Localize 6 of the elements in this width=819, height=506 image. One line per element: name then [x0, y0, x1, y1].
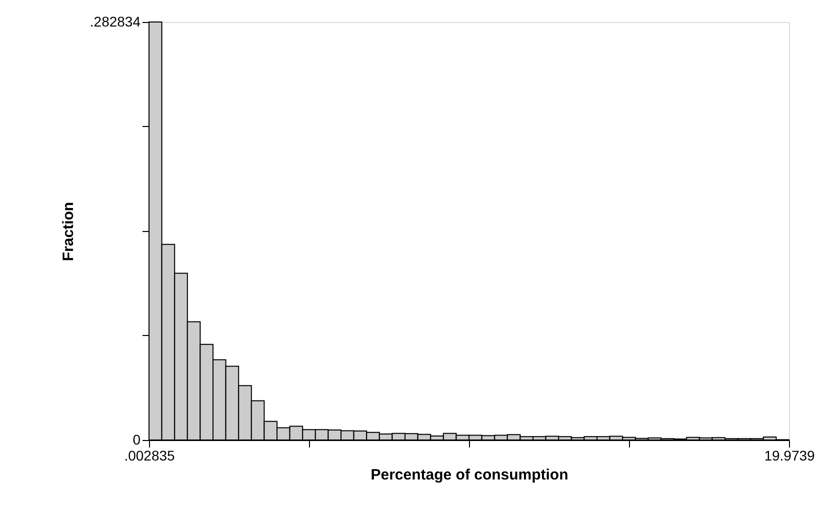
y-axis-title: Fraction — [60, 202, 77, 262]
x-tick-label: .002835 — [124, 448, 176, 464]
x-tick-label: 19.9739 — [764, 448, 816, 464]
x-axis-title: Percentage of consumption — [370, 466, 568, 484]
y-tick-label: 0 — [132, 432, 141, 448]
y-tick-label: .282834 — [90, 14, 141, 30]
